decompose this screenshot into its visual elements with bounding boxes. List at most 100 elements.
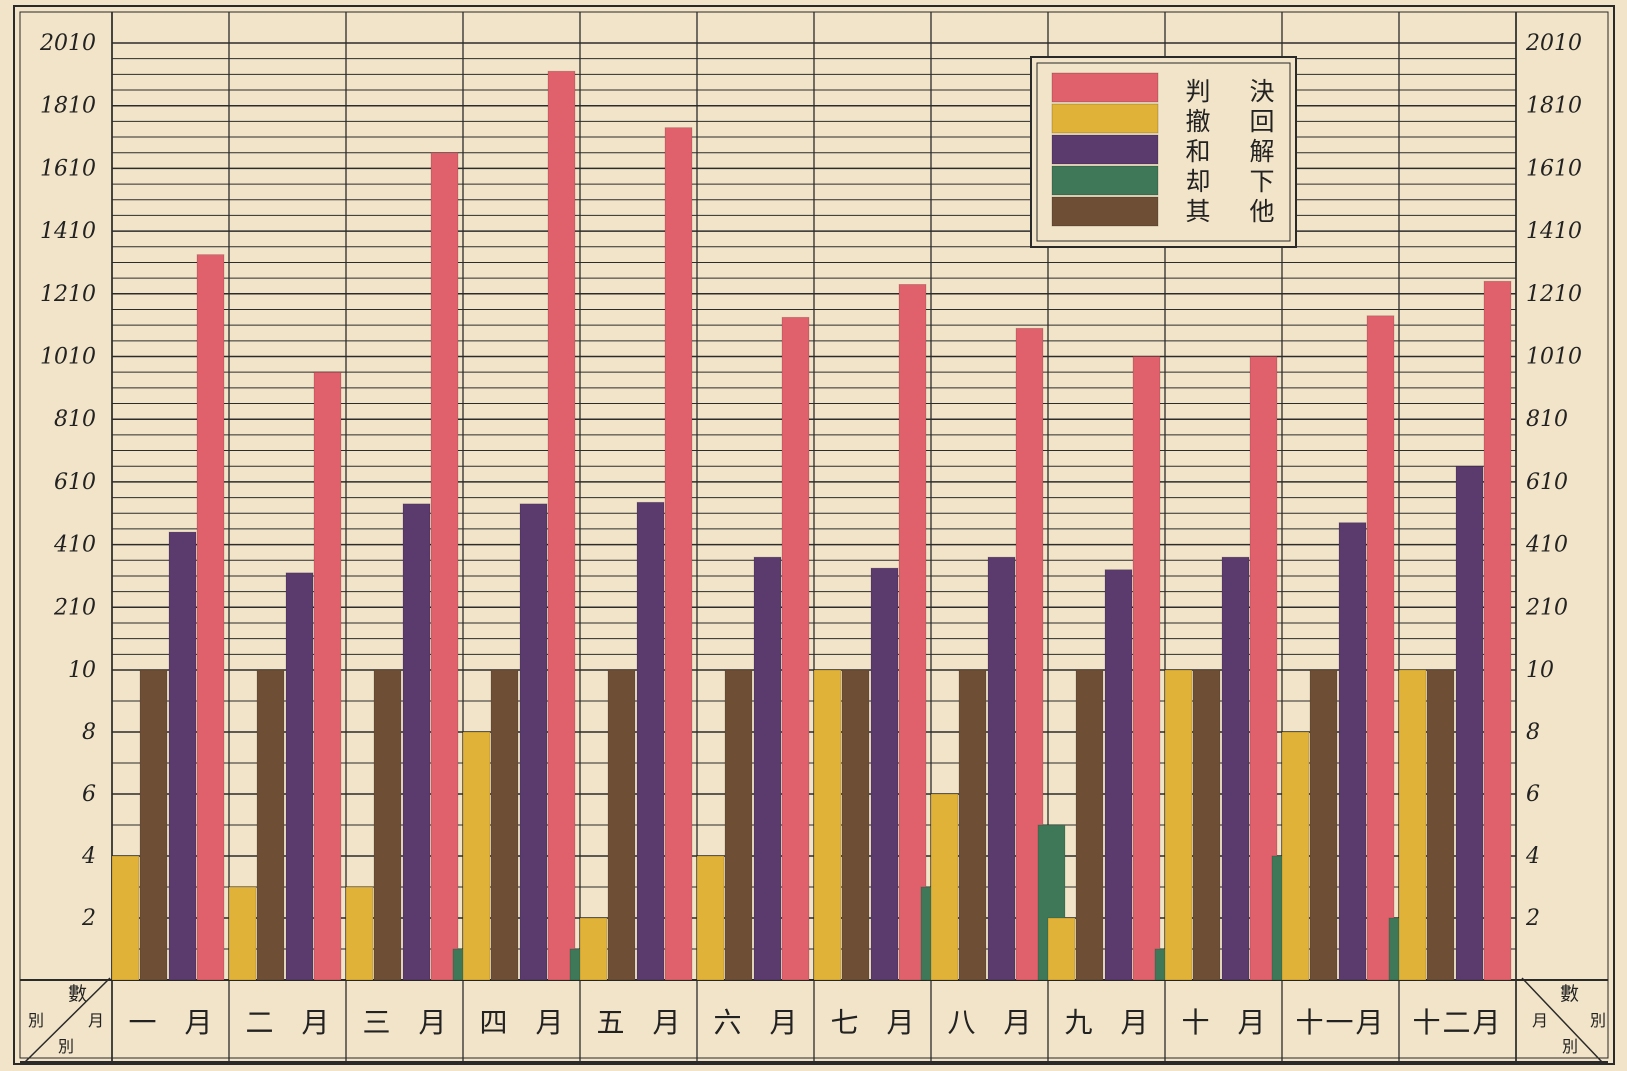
- bar-3-8: [1104, 569, 1133, 981]
- bar-1-1: [228, 886, 257, 981]
- bar-2-0: [139, 669, 168, 981]
- month-label: 八 月: [947, 1006, 1031, 1039]
- bar-1-0: [111, 855, 140, 981]
- bar-4-6: [898, 283, 927, 981]
- bar-4-8: [1132, 356, 1161, 981]
- month-label: 十一月: [1295, 1006, 1385, 1039]
- bar-2-4: [607, 669, 636, 981]
- bar-3-2: [402, 503, 431, 981]
- bar-1-4: [579, 917, 608, 981]
- bar-3-4: [636, 501, 665, 981]
- bar-1-7: [930, 793, 959, 981]
- bar-3-5: [753, 556, 782, 981]
- header-left-right: 月: [88, 1011, 104, 1030]
- y-tick-label-right: 210: [1525, 595, 1568, 620]
- bar-4-5: [781, 316, 810, 981]
- y-tick-label-right: 2: [1525, 906, 1540, 931]
- bar-2-7: [958, 669, 987, 981]
- y-tick-label-right: 1010: [1526, 345, 1582, 370]
- bars-layer: [111, 70, 1512, 981]
- bar-2-8: [1075, 669, 1104, 981]
- legend-char-left: 判: [1185, 77, 1210, 106]
- legend-char-left: 撤: [1185, 107, 1210, 136]
- bar-2-6: [841, 669, 870, 981]
- y-tick-label-left: 1410: [40, 219, 96, 244]
- y-tick-label-left: 210: [53, 595, 96, 620]
- bar-1-5: [696, 855, 725, 981]
- y-axis-left: 2010181016101410121010108106104102101086…: [39, 31, 96, 931]
- bar-4-11: [1483, 280, 1512, 981]
- y-tick-label-left: 2010: [39, 31, 96, 56]
- bar-3-10: [1338, 522, 1367, 981]
- bar-4-3: [547, 70, 576, 981]
- legend-char-right: 解: [1249, 137, 1274, 166]
- month-label: 一 月: [128, 1006, 212, 1039]
- header-right-right: 別: [1590, 1011, 1606, 1030]
- y-tick-label-left: 6: [82, 782, 96, 807]
- y-axis-right: 2010181016101410121010108106104102101086…: [1525, 31, 1582, 931]
- header-right-bottom: 別: [1562, 1037, 1578, 1056]
- legend-swatches: [1051, 72, 1159, 227]
- legend-char-left: 却: [1185, 167, 1210, 196]
- bar-3-11: [1455, 465, 1484, 981]
- bar-3-6: [870, 567, 899, 981]
- header-left-top: 數: [68, 983, 87, 1005]
- bar-4-1: [313, 371, 342, 981]
- month-label: 十二月: [1412, 1006, 1502, 1039]
- y-tick-label-left: 1010: [40, 345, 96, 370]
- legend-swatch: [1051, 134, 1159, 165]
- y-tick-label-left: 4: [81, 844, 96, 869]
- bar-3-9: [1221, 556, 1250, 981]
- month-label: 七 月: [830, 1006, 914, 1039]
- header-left-diagonal: [24, 977, 111, 1063]
- bar-2-1: [256, 669, 285, 981]
- month-label: 二 月: [245, 1006, 329, 1039]
- y-tick-label-right: 8: [1526, 720, 1540, 745]
- legend-char-right: 回: [1249, 107, 1274, 136]
- month-label: 九 月: [1064, 1006, 1148, 1039]
- legend-char-right: 下: [1249, 167, 1274, 196]
- bar-2-10: [1309, 669, 1338, 981]
- bar-1-2: [345, 886, 374, 981]
- month-label: 六 月: [713, 1006, 797, 1039]
- month-label-row: 一 月二 月三 月四 月五 月六 月七 月八 月九 月十 月十一月 十二月: [20, 1006, 1608, 1063]
- legend-swatch: [1051, 72, 1159, 103]
- y-tick-label-right: 10: [1526, 658, 1554, 683]
- y-tick-label-right: 610: [1526, 470, 1568, 495]
- legend-swatch: [1051, 196, 1159, 227]
- bar-3-0: [168, 531, 197, 981]
- y-tick-label-left: 610: [54, 470, 96, 495]
- bar-4-4: [664, 127, 693, 981]
- y-tick-label-right: 1810: [1526, 94, 1582, 119]
- y-tick-label-right: 410: [1525, 533, 1568, 558]
- month-label: 三 月: [362, 1006, 446, 1039]
- bar-1-8: [1047, 917, 1076, 981]
- bar-2-5: [724, 669, 753, 981]
- legend-char-left: 和: [1185, 137, 1210, 166]
- header-right-diagonal: [1521, 977, 1603, 1063]
- header-left-left: 別: [28, 1011, 44, 1030]
- bar-4-10: [1366, 315, 1395, 981]
- legend-char-left: 其: [1185, 197, 1210, 226]
- bar-4-2: [430, 152, 459, 981]
- bar-1-3: [462, 731, 491, 981]
- legend-char-right: 他: [1249, 197, 1274, 226]
- bar-1-10: [1281, 731, 1310, 981]
- bar-2-3: [490, 669, 519, 981]
- y-tick-label-left: 8: [82, 720, 96, 745]
- bar-1-6: [813, 669, 842, 981]
- y-tick-label-left: 1810: [40, 94, 96, 119]
- bar-1-11: [1398, 669, 1427, 981]
- bar-4-0: [196, 254, 225, 981]
- y-tick-label-right: 1610: [1526, 156, 1582, 181]
- month-label: 四 月: [479, 1006, 563, 1039]
- y-tick-label-left: 410: [53, 533, 96, 558]
- y-tick-label-right: 2010: [1525, 31, 1582, 56]
- legend-frame-inner: [1036, 62, 1291, 242]
- y-tick-label-left: 10: [68, 658, 96, 683]
- month-label: 五 月: [596, 1006, 680, 1039]
- header-right-left: 月: [1532, 1011, 1548, 1030]
- y-tick-label-left: 1210: [40, 282, 96, 307]
